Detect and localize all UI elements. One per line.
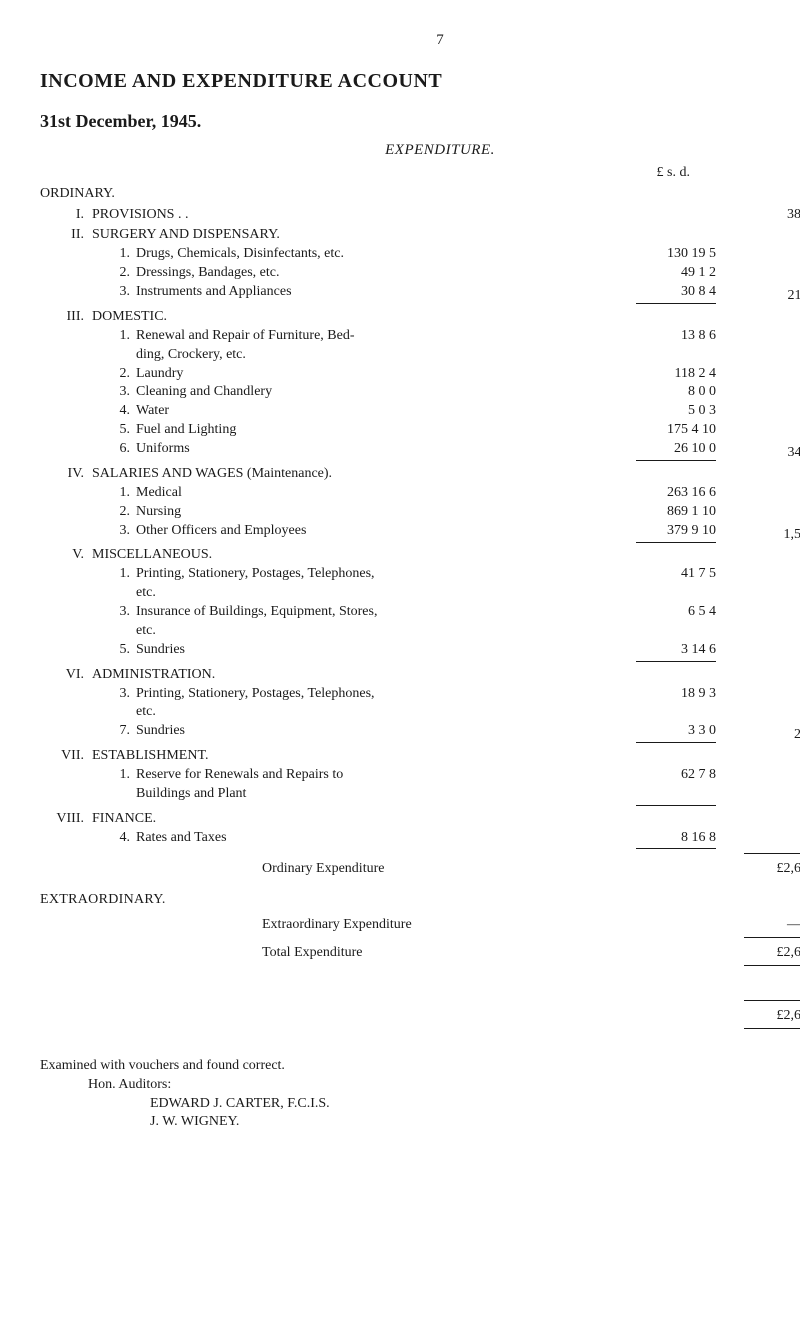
roman-5: V. <box>40 546 92 565</box>
subtotal-establishment: 62 7 8 <box>726 789 800 808</box>
main-title: INCOME AND EXPENDITURE ACCOUNT <box>40 68 800 95</box>
list-item: 6. Uniforms 26 10 0 <box>40 440 800 459</box>
ordinary-expenditure-amt: £2,602 3 0 <box>726 860 800 879</box>
section-salaries: IV. SALARIES AND WAGES (Maintenance). 1.… <box>40 465 800 544</box>
extraordinary-amt: — — — <box>726 916 800 935</box>
list-item: 1. Drugs, Chemicals, Disinfectants, etc.… <box>40 245 800 264</box>
col-header-inner: £ s. d. <box>590 164 696 183</box>
extraordinary-sub: Extraordinary Expenditure <box>92 916 606 935</box>
ordinary-expenditure-label: Ordinary Expenditure <box>92 860 606 879</box>
rule <box>744 1000 800 1001</box>
list-item: 3. Insurance of Buildings, Equipment, St… <box>40 603 800 641</box>
roman-4: IV. <box>40 465 92 484</box>
heading-establishment: ESTABLISHMENT. <box>92 747 606 766</box>
extraordinary-heading: EXTRAORDINARY. <box>40 891 800 910</box>
grand-amt: £2,602 3 0 <box>726 1007 800 1026</box>
section-admin: VI. ADMINISTRATION. 3. Printing, Station… <box>40 666 800 745</box>
heading-provisions: PROVISIONS . . <box>92 206 606 225</box>
expenditure-subhead: EXPENDITURE. <box>40 140 800 160</box>
subtotal-misc: 51 7 3 <box>726 645 800 664</box>
list-item: 3. Printing, Stationery, Postages, Telep… <box>40 685 800 723</box>
grand-row: £2,602 3 0 <box>40 1007 800 1026</box>
signoff: Examined with vouchers and found correct… <box>40 1057 800 1133</box>
section-domestic: III. DOMESTIC. 1. Renewal and Repair of … <box>40 308 800 463</box>
subtotal-finance: 8 16 8 <box>726 832 800 851</box>
column-headers: £ s. d. £ s. d. <box>40 164 800 183</box>
list-item: 2. Laundry 118 2 4 <box>40 365 800 384</box>
list-item: 4. Water 5 0 3 <box>40 402 800 421</box>
col-header-outer: £ s. d. <box>734 164 800 183</box>
rule <box>744 1028 800 1029</box>
total-label: Total Expenditure <box>92 944 606 963</box>
subtotal-provisions: 388 16 2 <box>726 206 800 225</box>
list-item: 2. Nursing 869 1 10 <box>40 503 800 522</box>
signoff-line2: Hon. Auditors: <box>40 1076 800 1095</box>
page-number: 7 <box>40 30 800 50</box>
date-line: 31st December, 1945. <box>40 109 800 133</box>
signoff-line3b: J. W. WIGNEY. <box>40 1113 800 1132</box>
section-misc: V. MISCELLANEOUS. 1. Printing, Stationer… <box>40 546 800 663</box>
list-item: 1. Printing, Stationery, Postages, Telep… <box>40 565 800 603</box>
subtotal-surgery: 210 8 11 <box>726 287 800 306</box>
ordinary-expenditure-row: Ordinary Expenditure £2,602 3 0 <box>40 860 800 879</box>
roman-3: III. <box>40 308 92 327</box>
list-item: 1. Renewal and Repair of Furniture, Bed-… <box>40 327 800 365</box>
roman-1: I. <box>40 206 92 225</box>
list-item: 3. Instruments and Appliances 30 8 4 <box>40 283 800 302</box>
roman-2: II. <box>40 226 92 245</box>
rule <box>744 965 800 966</box>
roman-8: VIII. <box>40 810 92 829</box>
extraordinary-row: Extraordinary Expenditure — — — <box>40 916 800 935</box>
heading-domestic: DOMESTIC. <box>92 308 606 327</box>
list-item: 2. Dressings, Bandages, etc. 49 1 2 <box>40 264 800 283</box>
list-item: 3. Other Officers and Employees 379 9 10 <box>40 522 800 541</box>
section-finance: VIII. FINANCE. 4. Rates and Taxes 8 16 8… <box>40 810 800 852</box>
roman-7: VII. <box>40 747 92 766</box>
roman-6: VI. <box>40 666 92 685</box>
list-item: 7. Sundries 3 3 0 <box>40 722 800 741</box>
rule <box>744 937 800 938</box>
list-item: 3. Cleaning and Chandlery 8 0 0 <box>40 383 800 402</box>
heading-misc: MISCELLANEOUS. <box>92 546 606 565</box>
subtotal-domestic: 346 5 11 <box>726 444 800 463</box>
section-surgery: II. SURGERY AND DISPENSARY. 1. Drugs, Ch… <box>40 226 800 305</box>
heading-finance: FINANCE. <box>92 810 606 829</box>
heading-admin: ADMINISTRATION. <box>92 666 606 685</box>
list-item: 5. Sundries 3 14 6 <box>40 641 800 660</box>
heading-surgery: SURGERY AND DISPENSARY. <box>92 226 606 245</box>
rule <box>744 853 800 854</box>
list-item: 1. Medical 263 16 6 <box>40 484 800 503</box>
total-row: Total Expenditure £2,602 3 0 <box>40 944 800 963</box>
ordinary-heading: ORDINARY. <box>40 185 800 204</box>
heading-salaries: SALARIES AND WAGES (Maintenance). <box>92 465 606 484</box>
list-item: 5. Fuel and Lighting 175 4 10 <box>40 421 800 440</box>
section-provisions: I. PROVISIONS . . 388 16 2 <box>40 206 800 225</box>
signoff-line3a: EDWARD J. CARTER, F.C.I.S. <box>40 1095 800 1114</box>
signoff-line1: Examined with vouchers and found correct… <box>40 1057 800 1076</box>
section-establishment: VII. ESTABLISHMENT. 1. Reserve for Renew… <box>40 747 800 808</box>
subtotal-salaries: 1,512 8 2 <box>726 526 800 545</box>
total-amt: £2,602 3 0 <box>726 944 800 963</box>
list-item: 4. Rates and Taxes 8 16 8 <box>40 829 800 848</box>
subtotal-admin: 21 12 3 <box>726 726 800 745</box>
